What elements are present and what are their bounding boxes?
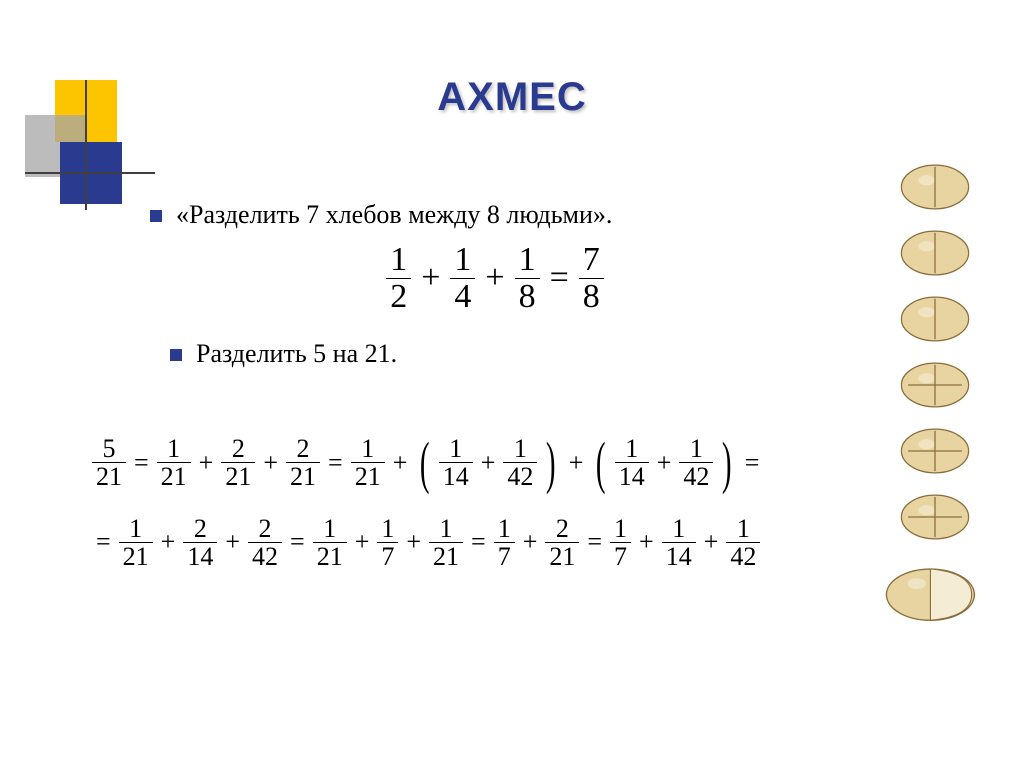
fraction: 17 (377, 515, 398, 571)
operator: + (481, 448, 496, 478)
operator: + (657, 448, 672, 478)
equation-2-line-1: 521=121+221+221=121+(114+142)+(114+142)= (90, 435, 850, 491)
fraction: 14 (450, 242, 475, 314)
fraction: 142 (726, 515, 760, 571)
operator: + (485, 259, 504, 297)
operator: + (421, 259, 440, 297)
fraction: 17 (494, 515, 515, 571)
operator: + (639, 527, 654, 557)
operator: = (550, 259, 569, 297)
operator: + (225, 527, 240, 557)
fraction: 142 (503, 435, 537, 491)
fraction: 12 (386, 242, 411, 314)
operator: + (161, 527, 176, 557)
fraction: 121 (429, 515, 463, 571)
fraction: 121 (313, 515, 347, 571)
operator: + (355, 527, 370, 557)
operator: + (393, 448, 408, 478)
equation-2-block: 521=121+221+221=121+(114+142)+(114+142)=… (90, 435, 850, 594)
equation-2-line-2: =121+214+242=121+17+121=17+221=17+114+14… (90, 515, 850, 571)
content-area: «Разделить 7 хлебов между 8 людьми». 12 +… (150, 200, 800, 381)
bread-loaf (893, 485, 977, 549)
fraction: 121 (351, 435, 385, 491)
bullet-item: Разделить 5 на 21. (170, 339, 800, 369)
fraction: 17 (610, 515, 631, 571)
bread-loaf (893, 155, 977, 219)
fraction: 121 (119, 515, 153, 571)
bullet-text-1: «Разделить 7 хлебов между 8 людьми». (176, 200, 612, 230)
bullet-icon (170, 349, 182, 361)
bread-loaf (893, 353, 977, 417)
bullet-icon (150, 210, 162, 222)
fraction: 221 (545, 515, 579, 571)
operator: + (263, 448, 278, 478)
fraction: 221 (221, 435, 255, 491)
fraction: 142 (679, 435, 713, 491)
fraction: 121 (157, 435, 191, 491)
fraction: 18 (515, 242, 540, 314)
operator: + (523, 527, 538, 557)
equation-1: 12 +14 +18 = 78 (190, 242, 800, 314)
bread-loaf (893, 221, 977, 285)
bullet-text-2: Разделить 5 на 21. (196, 339, 397, 369)
bread-loaf (893, 287, 977, 351)
bread-loaf-cut (880, 551, 990, 631)
fraction: 521 (92, 435, 126, 491)
operator: + (406, 527, 421, 557)
operator: = (745, 448, 760, 478)
fraction: 242 (248, 515, 282, 571)
bread-column (867, 155, 1002, 631)
operator: + (199, 448, 214, 478)
operator: = (328, 448, 343, 478)
bullet-item: «Разделить 7 хлебов между 8 людьми». (150, 200, 800, 230)
operator: = (96, 527, 111, 557)
fraction: 114 (662, 515, 696, 571)
operator: = (290, 527, 305, 557)
fraction: 78 (579, 242, 604, 314)
fraction: 221 (286, 435, 320, 491)
operator: + (704, 527, 719, 557)
operator: = (134, 448, 149, 478)
operator: + (569, 448, 584, 478)
fraction: 214 (183, 515, 217, 571)
bread-loaf (893, 419, 977, 483)
line-horizontal (25, 172, 155, 174)
fraction: 114 (439, 435, 473, 491)
operator: = (471, 527, 486, 557)
page-title: АХМЕС (0, 75, 1024, 120)
fraction: 114 (615, 435, 649, 491)
operator: = (587, 527, 602, 557)
